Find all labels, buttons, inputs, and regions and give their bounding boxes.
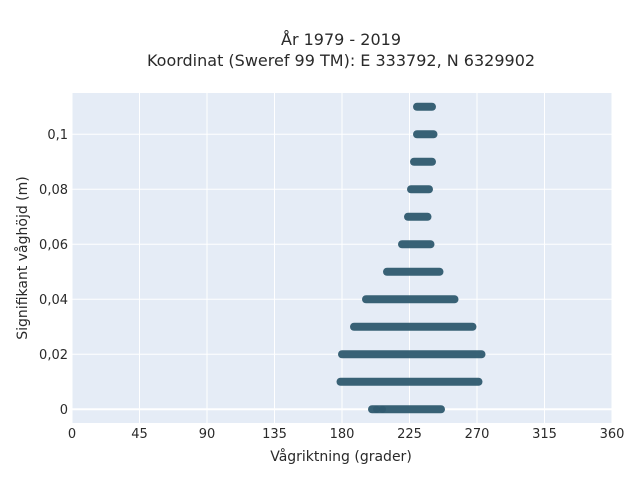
x-gridlines [71,93,613,423]
y-tick-label: 0 [60,403,68,418]
x-tick-label: 360 [600,427,625,442]
data-point [373,405,380,413]
chart-subtitle: Koordinat (Sweref 99 TM): E 333792, N 63… [147,51,535,70]
data-point [379,405,386,413]
x-tick-label: 180 [330,427,355,442]
x-tick-label: 225 [397,427,422,442]
x-tick-label: 270 [465,427,490,442]
data-bands [336,102,486,414]
x-tick-label: 90 [199,427,216,442]
chart-title: År 1979 - 2019 [281,30,401,49]
x-tick-label: 45 [131,427,148,442]
x-tick-label: 315 [532,427,557,442]
y-tick-label: 0,06 [39,238,68,253]
y-tick-label: 0,04 [39,293,68,308]
y-tick-labels: 0 0,02 0,04 0,06 0,08 0,1 [39,128,68,418]
y-axis-title: Signifikant våghöjd (m) [14,176,31,339]
x-tick-label: 135 [262,427,287,442]
y-tick-label: 0,08 [39,183,68,198]
y-tick-label: 0,1 [47,128,68,143]
y-tick-label: 0,02 [39,348,68,363]
x-axis-title: Vågriktning (grader) [270,448,412,465]
data-points [373,405,386,413]
x-tick-label: 0 [68,427,76,442]
x-tick-labels: 0 45 90 135 180 225 270 315 360 [68,427,625,442]
